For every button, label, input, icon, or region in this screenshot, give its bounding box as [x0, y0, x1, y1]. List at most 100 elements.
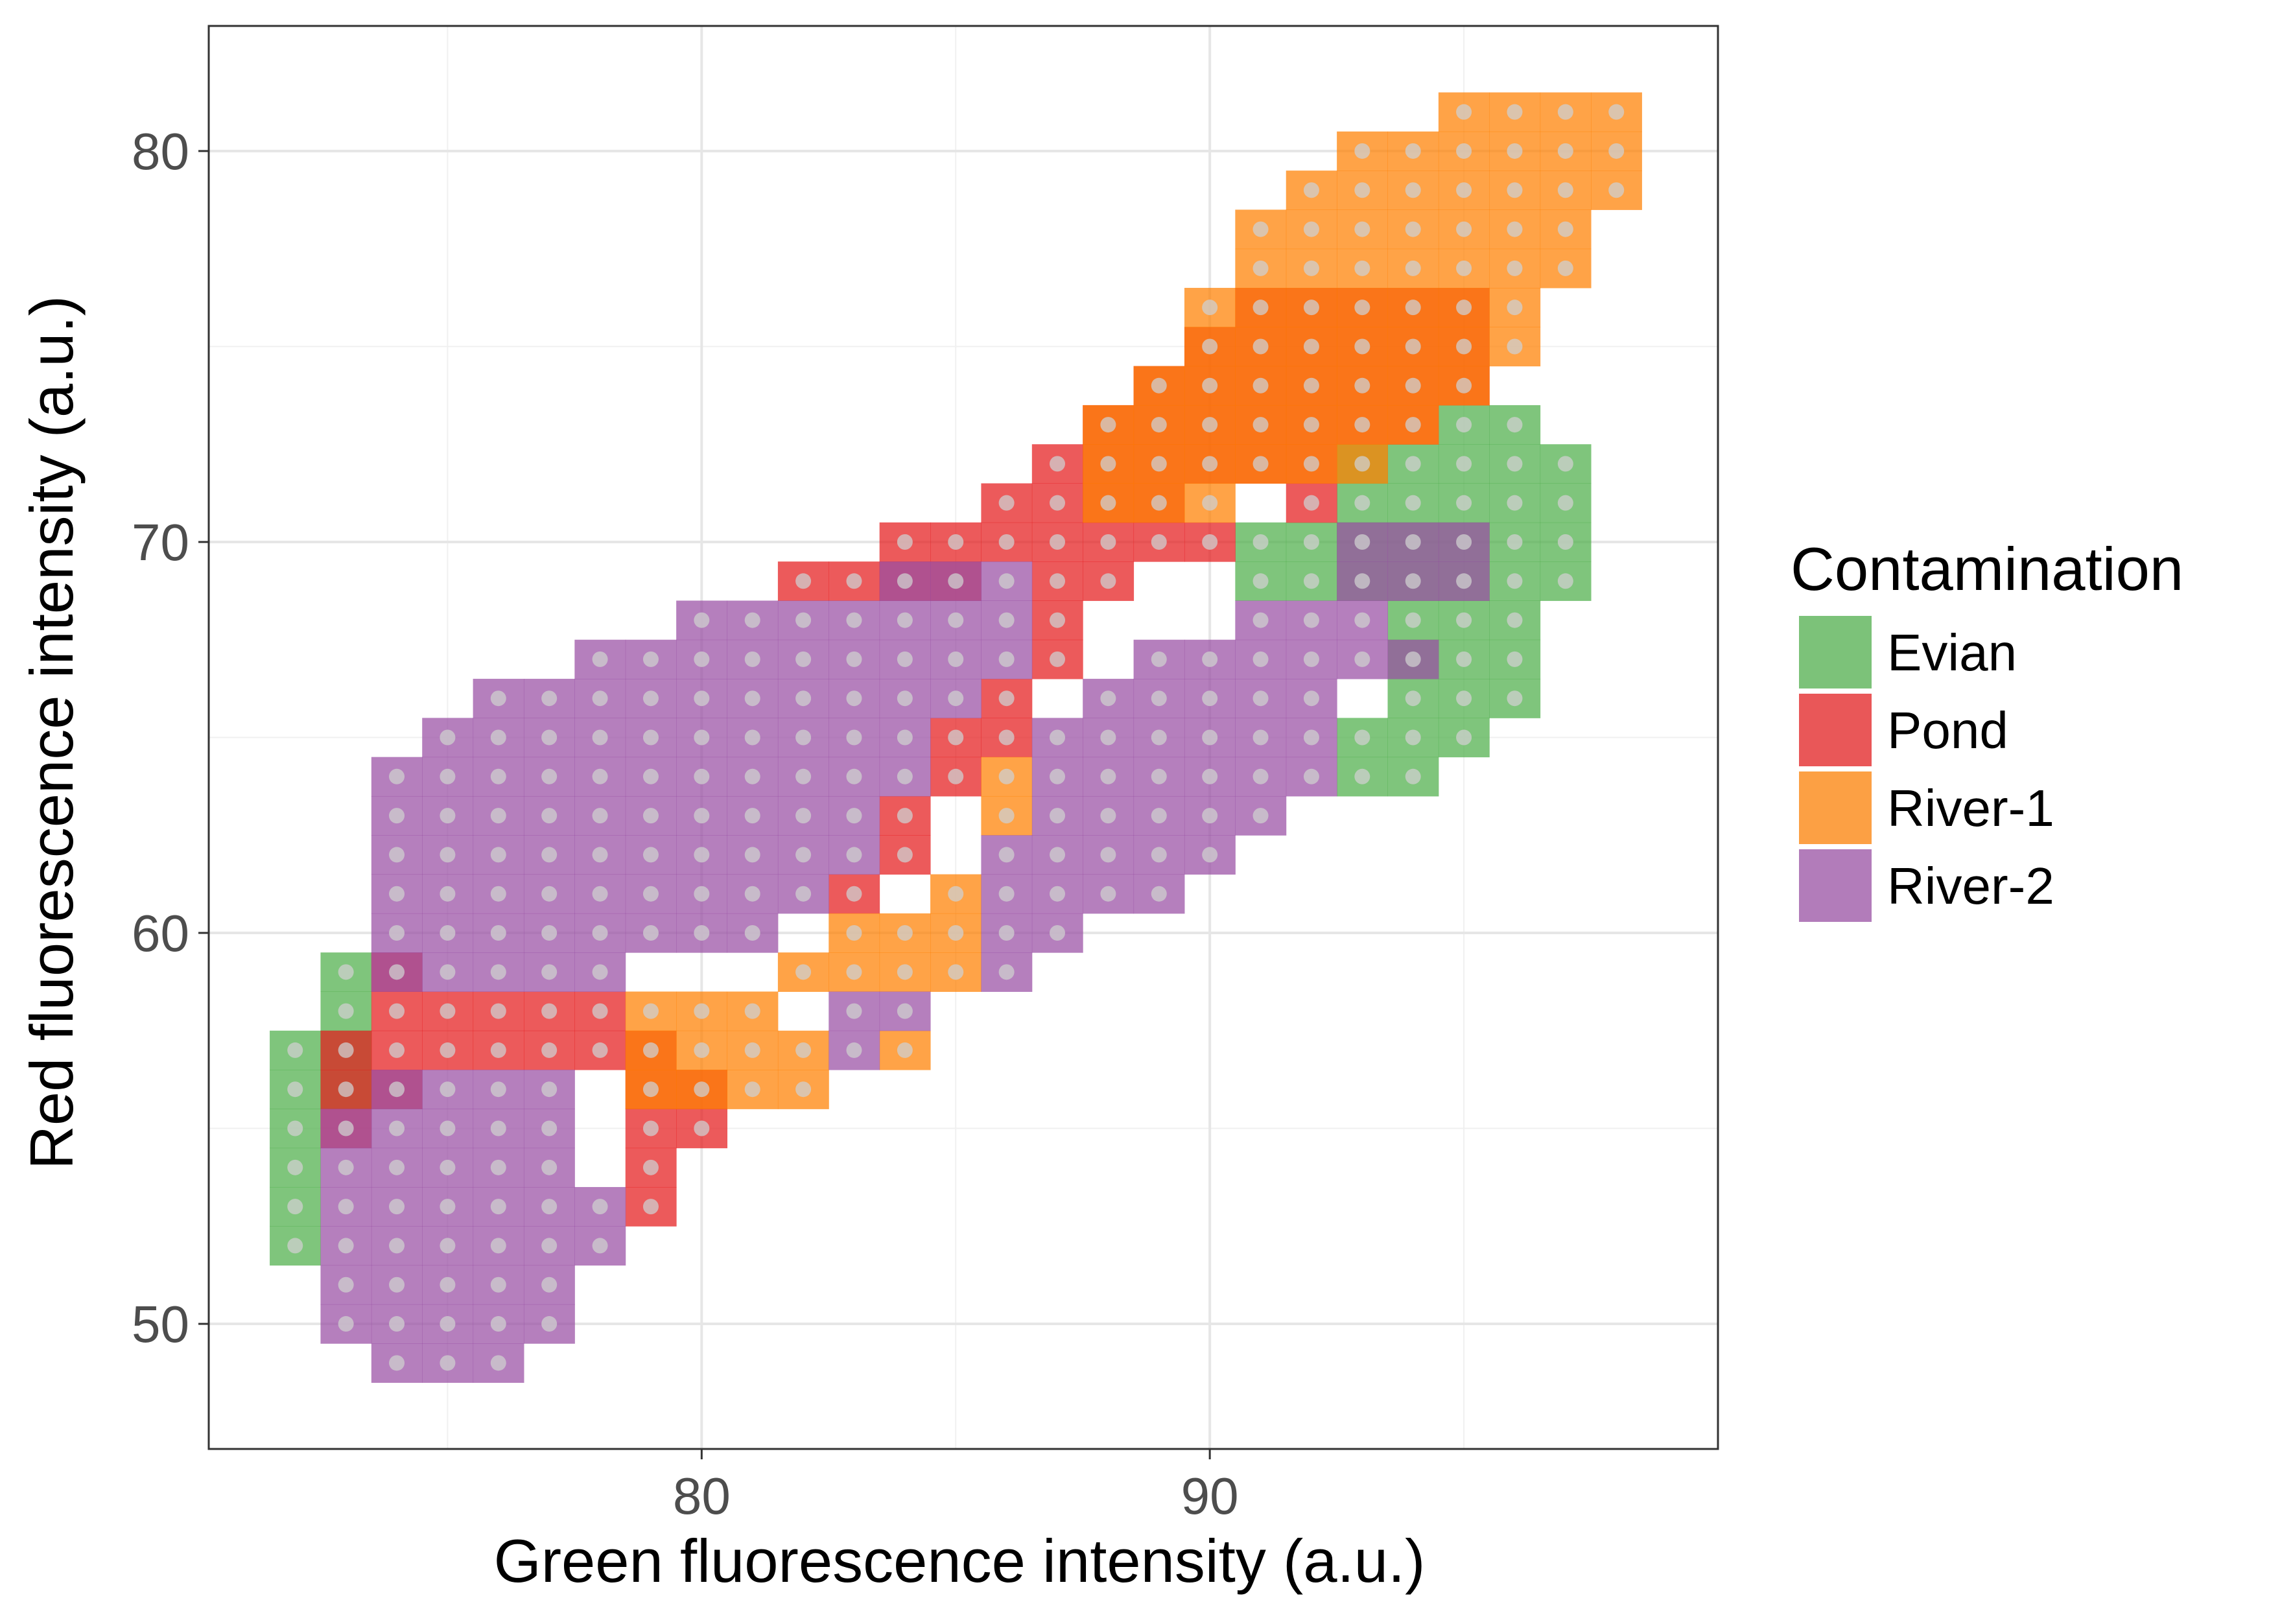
data-point [744, 886, 760, 902]
data-point [846, 847, 862, 863]
data-point [795, 651, 812, 667]
data-point [998, 612, 1015, 628]
data-point [948, 612, 964, 628]
data-point [1507, 417, 1523, 433]
data-point [1557, 573, 1573, 589]
data-point [440, 847, 456, 863]
data-point [795, 964, 812, 980]
data-point [998, 847, 1015, 863]
data-point [642, 768, 659, 784]
data-point [389, 1355, 405, 1371]
data-point [1456, 417, 1472, 433]
data-point [1050, 768, 1066, 784]
data-point [1405, 729, 1421, 746]
data-point [694, 1081, 710, 1098]
data-point [490, 1159, 506, 1175]
data-point [1303, 729, 1319, 746]
data-point [1252, 768, 1269, 784]
data-point [1303, 495, 1319, 511]
data-point [948, 886, 964, 902]
data-point [642, 729, 659, 746]
data-point [490, 1081, 506, 1098]
data-point [389, 847, 405, 863]
data-point [694, 1120, 710, 1136]
data-point [1252, 690, 1269, 707]
legend-label-river-1: River-1 [1887, 779, 2054, 837]
data-point [1100, 456, 1116, 472]
data-point [1456, 338, 1472, 355]
data-point [1507, 495, 1523, 511]
data-point [1151, 768, 1167, 784]
data-point [897, 651, 913, 667]
data-point [795, 690, 812, 707]
data-point [592, 1199, 608, 1215]
data-point [541, 690, 558, 707]
data-point [592, 690, 608, 707]
data-point [1405, 143, 1421, 159]
data-point [948, 729, 964, 746]
data-point [1050, 612, 1066, 628]
data-point [744, 651, 760, 667]
data-points [287, 104, 1625, 1371]
data-point [490, 1238, 506, 1254]
panel-border [207, 25, 1719, 1450]
data-point [1456, 456, 1472, 472]
data-point [1354, 768, 1370, 784]
data-point [541, 1316, 558, 1332]
data-point [490, 1003, 506, 1019]
data-point [389, 1159, 405, 1175]
data-point [1202, 377, 1218, 394]
data-point [1456, 612, 1472, 628]
legend-label-pond: Pond [1887, 701, 2008, 759]
data-point [1507, 143, 1523, 159]
legend-label-river-2: River-2 [1887, 857, 2054, 915]
series-river-1 [625, 92, 1642, 1109]
data-point [948, 534, 964, 550]
y-tick-label: 50 [132, 1295, 189, 1353]
data-point [897, 768, 913, 784]
data-point [694, 612, 710, 628]
data-point [1354, 377, 1370, 394]
data-point [389, 1081, 405, 1098]
data-point [1303, 612, 1319, 628]
data-point [1507, 260, 1523, 276]
data-point [1202, 534, 1218, 550]
data-point [1202, 456, 1218, 472]
data-point [642, 1199, 659, 1215]
data-point [1405, 260, 1421, 276]
data-point [1405, 495, 1421, 511]
legend-key-river-2 [1799, 849, 1872, 922]
data-point [490, 1042, 506, 1058]
data-point [541, 1003, 558, 1019]
data-point [1354, 456, 1370, 472]
data-point [1405, 182, 1421, 198]
data-point [897, 964, 913, 980]
data-point [1303, 651, 1319, 667]
data-point [744, 808, 760, 824]
data-point [338, 1159, 354, 1175]
data-point [541, 1238, 558, 1254]
data-point [744, 847, 760, 863]
data-point [541, 1081, 558, 1098]
data-point [1202, 651, 1218, 667]
data-point [1354, 417, 1370, 433]
data-point [1202, 768, 1218, 784]
data-point [1507, 182, 1523, 198]
data-point [389, 886, 405, 902]
data-point [1456, 534, 1472, 550]
data-point [541, 925, 558, 941]
data-point [338, 1003, 354, 1019]
data-point [1100, 690, 1116, 707]
data-point [592, 964, 608, 980]
y-tick-label: 60 [132, 904, 189, 962]
data-point [744, 612, 760, 628]
data-point [490, 847, 506, 863]
data-point [1050, 729, 1066, 746]
data-point [1405, 690, 1421, 707]
data-point [1100, 768, 1116, 784]
data-point [338, 1277, 354, 1293]
data-point [1252, 573, 1269, 589]
data-point [1456, 300, 1472, 316]
data-point [795, 729, 812, 746]
data-point [541, 1120, 558, 1136]
